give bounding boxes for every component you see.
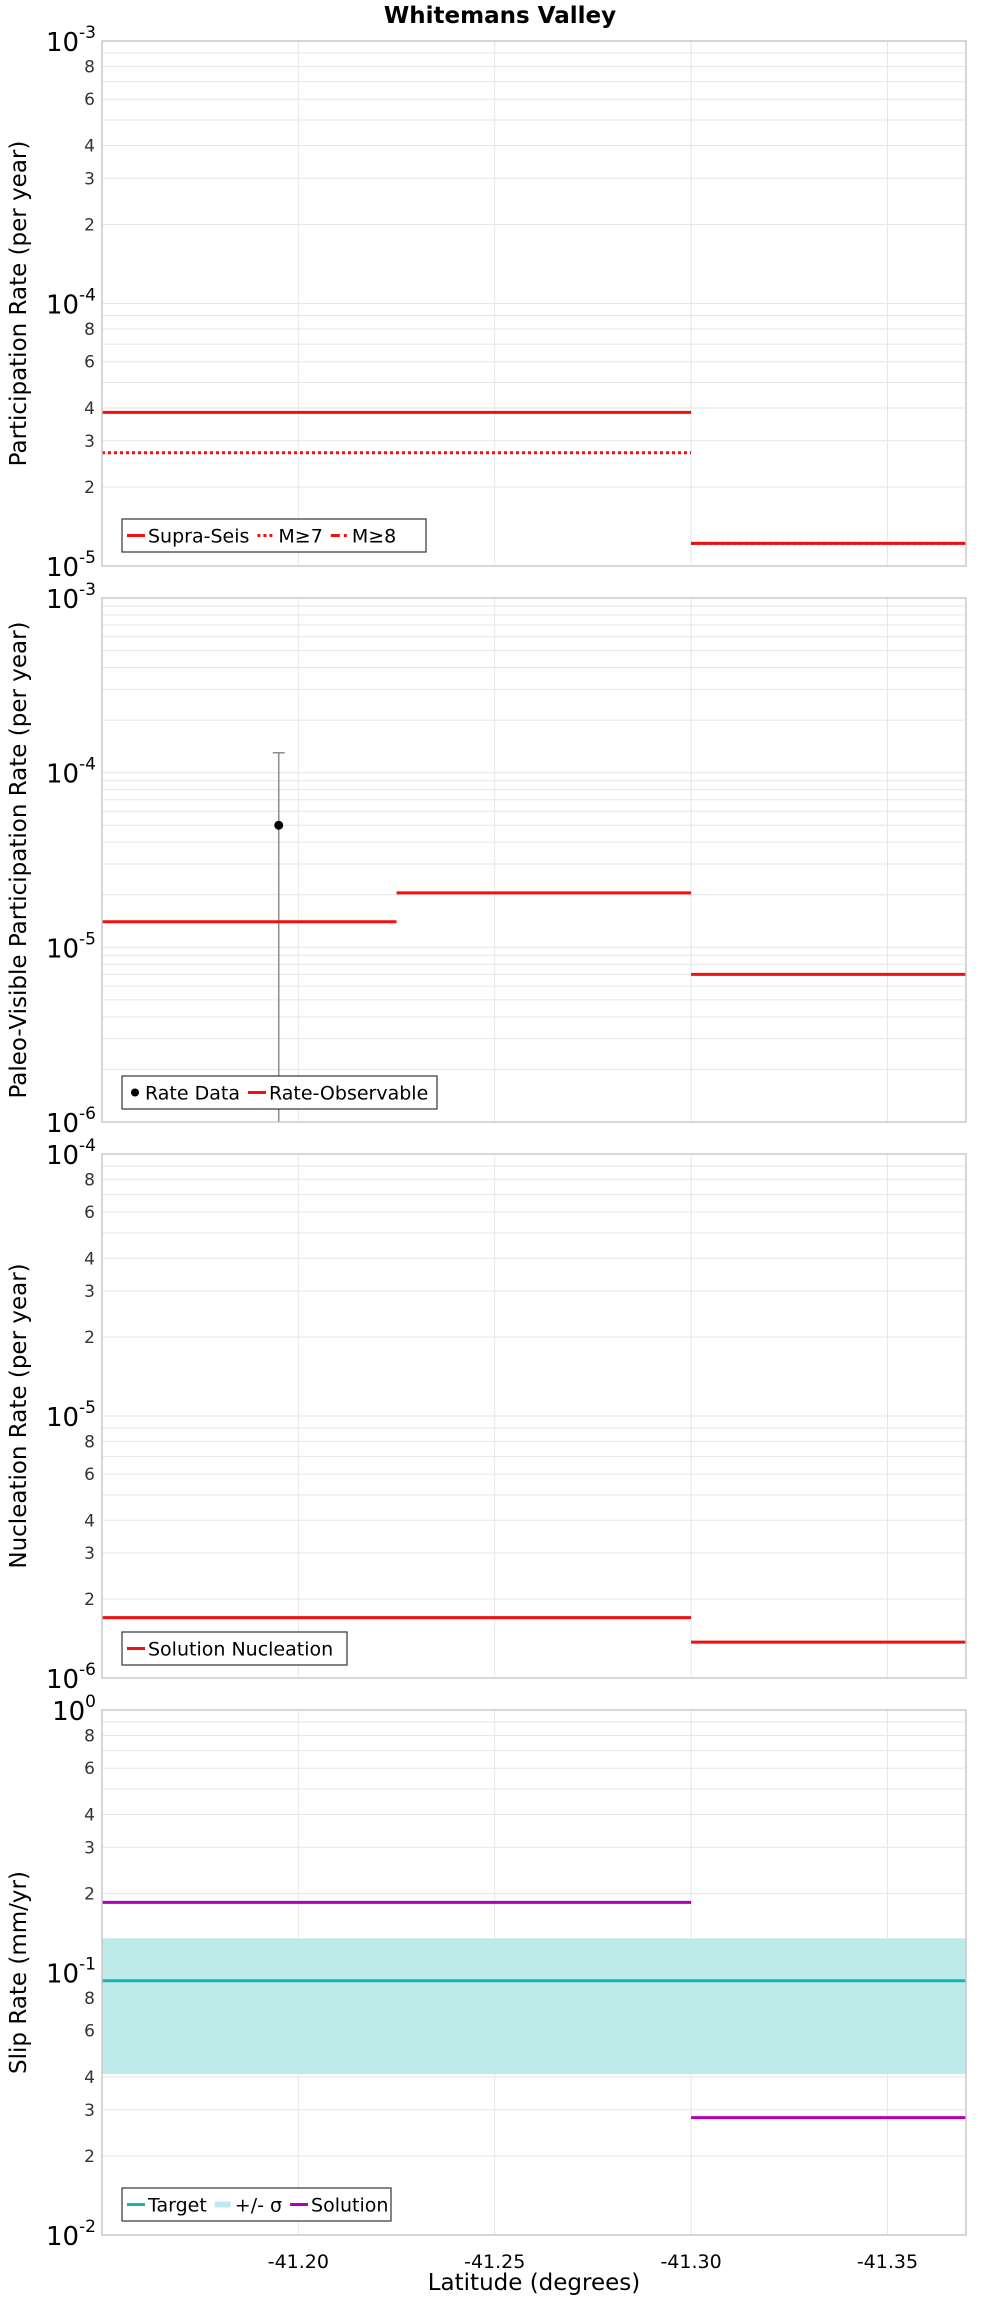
plot-frame xyxy=(101,1153,967,1679)
y-decade-label: 10-5 xyxy=(46,548,96,583)
y-tick-label: 6 xyxy=(84,1465,95,1485)
y-decade-label: 10-4 xyxy=(46,1136,96,1171)
y-tick-label: 8 xyxy=(84,1432,95,1452)
y-decade-label: 10-6 xyxy=(46,1660,96,1695)
panel-2: 10-6 10-5 10-4 10-3 Paleo-Visible Participat… xyxy=(6,580,967,1139)
legend-label: Solution Nucleation xyxy=(148,1639,333,1661)
plot-frame xyxy=(101,1709,967,2236)
legend-label: M≥8 xyxy=(352,526,396,548)
y-tick-label: 8 xyxy=(84,1989,95,2009)
y-tick-label: 2 xyxy=(84,215,95,235)
y-tick-label: 2 xyxy=(84,1590,95,1610)
y-tick-label: 3 xyxy=(84,1544,95,1564)
y-tick-label: 4 xyxy=(84,399,95,419)
y-decade-label: 10-6 xyxy=(46,1104,96,1139)
y-decade-label: 10-4 xyxy=(46,755,96,790)
y-tick-label: 8 xyxy=(84,57,95,77)
legend-label: Target xyxy=(147,2195,207,2217)
y-tick-label: 2 xyxy=(84,1328,95,1348)
x-axis-label: Latitude (degrees) xyxy=(428,2270,641,2296)
y-tick-label: 3 xyxy=(84,2101,95,2121)
y-decade-label: 10-5 xyxy=(46,1398,96,1433)
rate-data-point xyxy=(274,820,284,830)
y-decade-label: 10-3 xyxy=(46,580,96,615)
y-tick-label: 6 xyxy=(84,353,95,373)
panel-4: 2 3 4 6 8 2 3 4 6 8 10-2 10-1 100 Slip Rate (mm/yr) Ta… xyxy=(6,1692,967,2252)
y-tick-label: 4 xyxy=(84,136,95,156)
y-axis-label: Slip Rate (mm/yr) xyxy=(6,1871,32,2074)
y-decade-label: 10-3 xyxy=(46,23,96,58)
legend-box xyxy=(121,2187,392,2222)
y-axis-label: Nucleation Rate (per year) xyxy=(6,1263,32,1568)
y-tick-label: 4 xyxy=(84,1511,95,1531)
legend-box xyxy=(121,518,427,553)
legend-marker xyxy=(131,1088,139,1097)
y-tick-label: 6 xyxy=(84,1203,95,1223)
y-decade-label: 100 xyxy=(52,1692,96,1727)
y-tick-label: 3 xyxy=(84,432,95,452)
y-axis-label: Participation Rate (per year) xyxy=(6,141,32,467)
panel-1: 2 3 4 6 8 2 3 4 6 8 10-5 10-4 10-3 Participation Rate… xyxy=(6,23,967,583)
y-decade-label: 10-5 xyxy=(46,929,96,964)
y-tick-label: 8 xyxy=(84,1726,95,1746)
plot-frame xyxy=(101,40,967,567)
legend-label: Solution xyxy=(311,2195,388,2217)
y-decade-label: 10-4 xyxy=(46,286,96,321)
panel-3: 2 3 4 6 8 2 3 4 6 8 10-6 10-5 10-4 Nucleation Rate (p… xyxy=(6,1136,967,1695)
y-tick-label: 6 xyxy=(84,90,95,110)
sigma-band xyxy=(102,1938,966,2075)
y-tick-label: 6 xyxy=(84,1759,95,1779)
y-decade-label: 10-1 xyxy=(46,1955,96,1990)
legend-label: Rate Data xyxy=(145,1083,240,1105)
y-tick-label: 4 xyxy=(84,2068,95,2088)
legend-box xyxy=(121,1631,348,1666)
y-tick-label: 8 xyxy=(84,1170,95,1190)
chart-title: Whitemans Valley xyxy=(384,3,616,29)
y-tick-label: 6 xyxy=(84,2022,95,2042)
legend-label: M≥7 xyxy=(278,526,322,548)
legend: Target +/- σ Solution xyxy=(121,2187,392,2222)
y-tick-label: 8 xyxy=(84,320,95,340)
y-axis-label: Paleo-Visible Participation Rate (per ye… xyxy=(6,621,32,1098)
legend-box xyxy=(121,1075,438,1110)
y-tick-label: 3 xyxy=(84,1282,95,1302)
y-tick-label: 3 xyxy=(84,1838,95,1858)
y-tick-label: 2 xyxy=(84,478,95,498)
x-tick-label: -41.25 xyxy=(464,2251,525,2273)
y-tick-label: 3 xyxy=(84,169,95,189)
x-tick-label: -41.20 xyxy=(268,2251,329,2273)
x-tick-label: -41.35 xyxy=(857,2251,918,2273)
legend-marker xyxy=(214,2201,231,2208)
legend: Rate Data Rate-Observable xyxy=(121,1075,438,1110)
y-tick-label: 4 xyxy=(84,1805,95,1825)
legend: Solution Nucleation xyxy=(121,1631,348,1666)
y-tick-label: 4 xyxy=(84,1249,95,1269)
x-tick-label: -41.30 xyxy=(660,2251,721,2273)
legend-label: +/- σ xyxy=(235,2195,282,2217)
legend-label: Supra-Seis xyxy=(148,526,249,548)
y-tick-label: 2 xyxy=(84,2147,95,2167)
y-tick-label: 2 xyxy=(84,1884,95,1904)
y-decade-label: 10-2 xyxy=(46,2217,96,2252)
plot-frame xyxy=(101,597,967,1123)
legend: Supra-Seis M≥7 M≥8 xyxy=(121,518,427,553)
legend-label: Rate-Observable xyxy=(269,1083,428,1105)
